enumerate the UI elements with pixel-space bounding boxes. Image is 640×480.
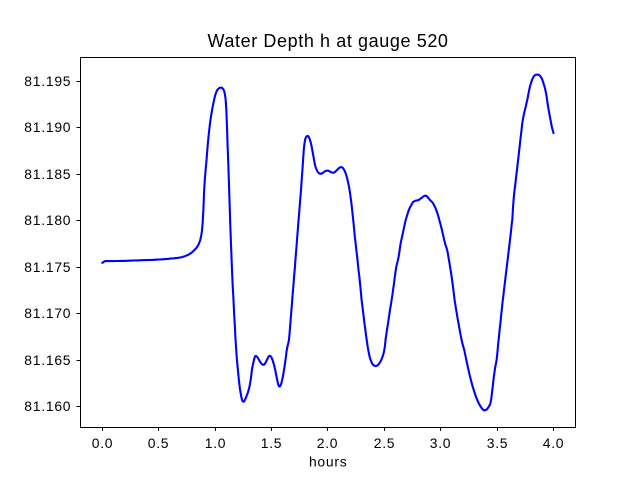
svg-text:2.5: 2.5: [374, 435, 396, 451]
svg-text:81.190: 81.190: [24, 119, 71, 135]
svg-text:3.5: 3.5: [487, 435, 509, 451]
svg-text:81.165: 81.165: [24, 352, 71, 368]
svg-text:4.0: 4.0: [543, 435, 565, 451]
svg-text:81.170: 81.170: [24, 305, 71, 321]
svg-text:Water Depth h at gauge 520: Water Depth h at gauge 520: [207, 31, 448, 51]
svg-text:1.5: 1.5: [261, 435, 283, 451]
svg-text:81.160: 81.160: [24, 398, 71, 414]
svg-text:3.0: 3.0: [430, 435, 452, 451]
svg-text:81.185: 81.185: [24, 166, 71, 182]
svg-text:2.0: 2.0: [317, 435, 339, 451]
svg-text:81.180: 81.180: [24, 212, 71, 228]
svg-text:81.195: 81.195: [24, 73, 71, 89]
svg-text:81.175: 81.175: [24, 259, 71, 275]
svg-text:0.5: 0.5: [148, 435, 170, 451]
svg-text:hours: hours: [309, 454, 348, 470]
svg-text:0.0: 0.0: [92, 435, 114, 451]
svg-text:1.0: 1.0: [205, 435, 227, 451]
